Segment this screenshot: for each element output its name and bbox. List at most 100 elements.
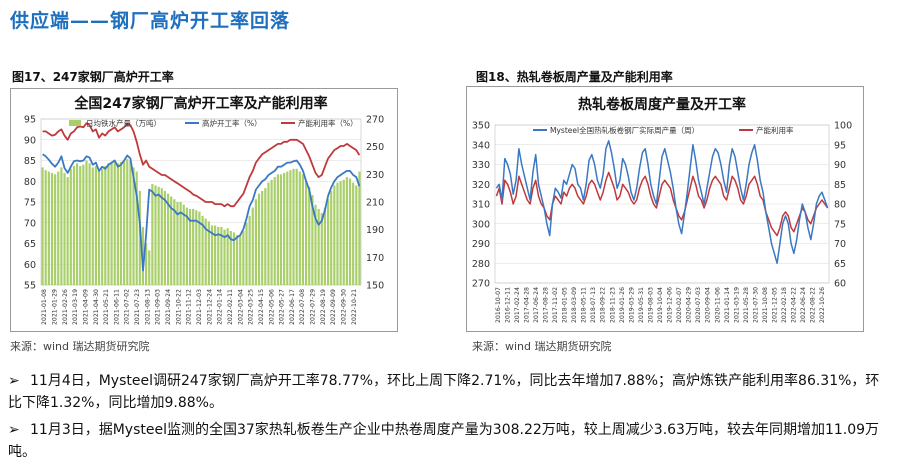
- x-tick-label: 2019-01-26: [619, 287, 626, 323]
- bar: [320, 213, 323, 285]
- right-tick-label: 60: [834, 279, 846, 290]
- left-tick-label: 55: [24, 281, 36, 292]
- x-tick-label: 2021-12-05: [772, 287, 779, 323]
- x-tick-label: 2022-03-25: [248, 289, 255, 325]
- plot-area: [40, 118, 362, 286]
- bar: [342, 179, 345, 285]
- x-tick-label: 2022-06-17: [289, 289, 296, 325]
- left-tick-label: 65: [24, 239, 36, 250]
- bar: [82, 164, 85, 285]
- chart1-frame: 全国247家钢厂高炉开工率及产能利用率 55 60 65 70 75 80 85 90 95 150…: [10, 88, 398, 332]
- bar: [345, 177, 348, 285]
- bar: [160, 188, 163, 285]
- bar: [60, 167, 63, 285]
- x-tick-label: 2022-05-27: [279, 289, 286, 325]
- bar: [154, 185, 157, 285]
- x-tick-label: 2022-01-14: [217, 289, 224, 325]
- chart2-frame: 热轧卷板周度产量及开工率 270 280 290 300 310 320 330 340 350 6…: [466, 86, 864, 332]
- bar: [336, 182, 339, 285]
- left-tick-label: 290: [472, 239, 490, 250]
- bar: [295, 168, 298, 285]
- x-tick-label: 2017-02-24: [514, 287, 521, 323]
- chart2: 热轧卷板周度产量及开工率 270 280 290 300 310 320 330 340 350 6…: [472, 96, 852, 323]
- x-tick-label: 2019-03-29: [628, 287, 635, 323]
- x-tick-label: 2019-10-04: [657, 287, 664, 323]
- bullet-arrow-icon: ➢: [8, 422, 20, 438]
- right-tick-label: 230: [366, 170, 384, 181]
- bar: [239, 235, 242, 285]
- x-tick-label: 2022-03-04: [237, 289, 244, 325]
- x-tick-label: 2022-09-09: [330, 289, 337, 325]
- x-tick-label: 2022-09-30: [341, 289, 348, 325]
- left-tick-label: 350: [472, 121, 490, 132]
- x-tick-label: 2022-07-29: [310, 289, 317, 325]
- x-tick-label: 2021-10-08: [762, 287, 769, 323]
- x-tick-label: 2020-09-04: [705, 287, 712, 323]
- bar: [104, 166, 107, 285]
- x-tick-label: 2022-10-26: [819, 287, 826, 323]
- x-tick-label: 2021-07-23: [134, 289, 141, 325]
- bullet-2-text: 11月3日，据Mysteel监测的全国37家热轧板卷生产企业中热卷周度产量为30…: [8, 422, 880, 460]
- bar: [170, 196, 173, 285]
- x-tick-label: 2022-08-22: [810, 287, 817, 323]
- x-tick-label: 2020-02-07: [676, 287, 683, 323]
- x-tick-label: 2022-04-22: [791, 287, 798, 323]
- bar: [257, 193, 261, 285]
- figure2-source: 来源：wind 瑞达期货研究院: [472, 340, 612, 353]
- bar: [267, 182, 270, 285]
- x-tick-label: 2021-11-12: [186, 289, 193, 325]
- bar: [292, 168, 295, 285]
- chart-title: 全国247家钢厂高炉开工率及产能利用率: [73, 95, 327, 112]
- x-tick-label: 2022-02-18: [781, 287, 788, 323]
- bar: [273, 177, 276, 285]
- bar: [323, 207, 327, 285]
- right-tick-label: 210: [366, 198, 384, 209]
- bar: [352, 182, 355, 285]
- bar: [330, 190, 333, 285]
- right-tick-label: 65: [834, 259, 846, 270]
- x-tick-label: 2021-02-26: [62, 289, 69, 325]
- right-tick-label: 190: [366, 225, 384, 236]
- x-tick-label: 2017-11-02: [552, 287, 559, 323]
- bar: [185, 207, 188, 285]
- left-tick-label: 270: [472, 279, 490, 290]
- right-tick-label: 80: [834, 200, 846, 211]
- bar: [339, 181, 342, 285]
- x-tick-label: 2021-12-03: [196, 289, 203, 325]
- bar: [116, 163, 119, 285]
- chart-title: 热轧卷板周度产量及开工率: [578, 96, 746, 113]
- left-tick-label: 75: [24, 198, 36, 209]
- bar: [301, 174, 305, 285]
- bar: [163, 190, 167, 285]
- bullet-1-text: 11月4日，Mysteel调研247家钢厂高炉开工率78.77%，环比上周下降2…: [8, 373, 880, 411]
- bullet-1: ➢ 11月4日，Mysteel调研247家钢厂高炉开工率78.77%，环比上周下降…: [8, 370, 888, 414]
- series-line-output: [495, 140, 829, 265]
- bar: [88, 163, 91, 285]
- bar: [132, 167, 135, 285]
- x-tick-label: 2022-10-21: [351, 289, 358, 325]
- bar: [50, 172, 54, 285]
- x-tick-label: 2016-10-07: [495, 287, 502, 323]
- right-tick-label: 100: [834, 121, 852, 132]
- legend-swatch: [69, 120, 81, 126]
- bar: [198, 211, 201, 285]
- x-tick-label: 2020-04-29: [686, 287, 693, 323]
- bar: [254, 199, 257, 285]
- bar: [192, 208, 195, 285]
- x-tick-label: 2021-03-19: [72, 289, 79, 325]
- bar: [201, 215, 204, 285]
- right-tick-label: 85: [834, 180, 846, 191]
- x-tick-label: 2018-05-11: [581, 287, 588, 323]
- x-tick-label: 2016-12-11: [504, 287, 511, 323]
- bar: [157, 186, 160, 285]
- x-tick-label: 2018-03-09: [571, 287, 578, 323]
- x-tick-label: 2021-05-28: [743, 287, 750, 323]
- bar: [317, 208, 320, 285]
- x-tick-label: 2021-10-22: [175, 289, 182, 325]
- left-tick-label: 310: [472, 200, 490, 211]
- x-tick-label: 2017-04-28: [523, 287, 530, 323]
- plot-area: [494, 124, 830, 284]
- bar: [308, 186, 311, 285]
- legend-label: 产能利用率（%）: [298, 118, 358, 128]
- bar: [85, 160, 88, 285]
